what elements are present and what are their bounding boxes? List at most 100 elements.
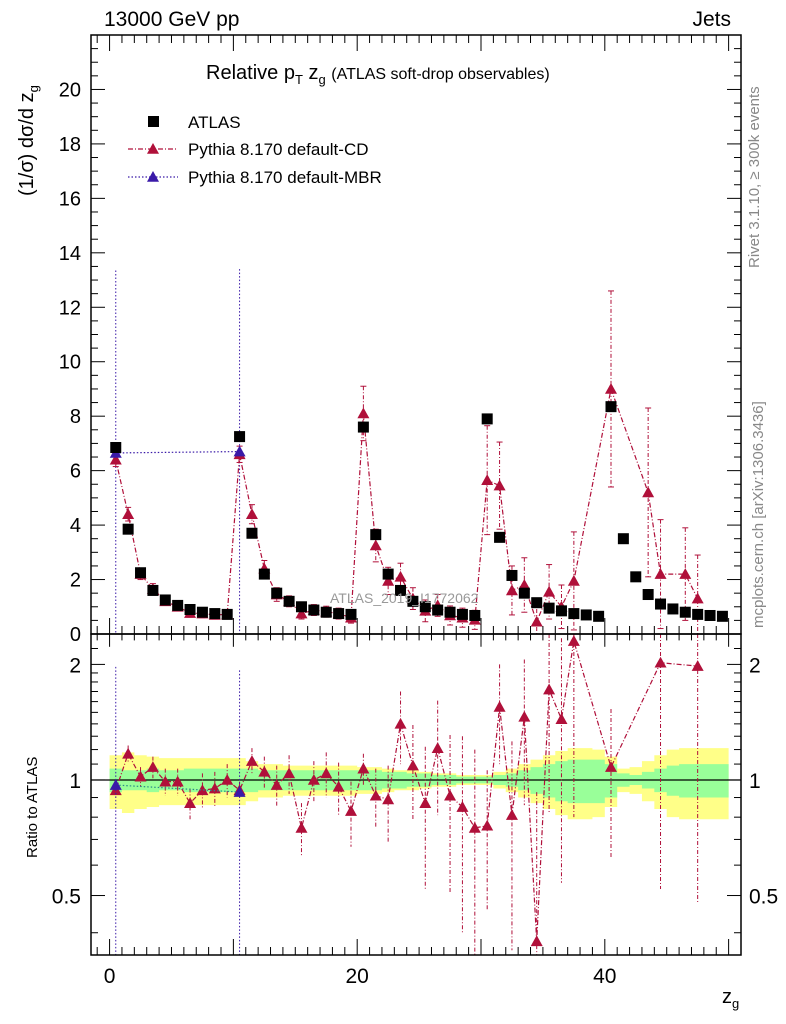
cd-ratio-marker (691, 660, 704, 671)
cd-ratio-marker (654, 656, 667, 668)
cd-ratio-marker (122, 747, 135, 759)
atlas-data-point (234, 431, 246, 443)
y-tick-label: 0 (70, 624, 81, 646)
atlas-data-point (308, 604, 320, 616)
y-label-sub: g (26, 85, 41, 93)
cd-ratio-marker (307, 773, 320, 785)
x-label-text: z (722, 986, 732, 1008)
cd-ratio-marker (196, 784, 209, 796)
atlas-data-point (704, 609, 716, 621)
x-axis-label: zg (722, 986, 739, 1011)
atlas-data-point (555, 605, 567, 617)
cd-ratio-marker (171, 775, 184, 787)
atlas-data-point (246, 527, 258, 539)
cd-ratio-marker (258, 765, 271, 777)
atlas-data-point (357, 421, 369, 433)
cd-ratio-marker (493, 700, 506, 712)
cd-marker (543, 585, 556, 597)
atlas-data-point (122, 523, 134, 535)
cd-ratio-marker (543, 683, 556, 695)
atlas-data-point (655, 598, 667, 610)
title-rest: (ATLAS soft-drop observables) (331, 66, 550, 83)
y-tick-label: 4 (70, 515, 81, 537)
cd-ratio-marker (146, 761, 159, 772)
cd-marker (394, 570, 407, 582)
cd-ratio-marker (382, 793, 395, 805)
cd-ratio-marker (295, 821, 308, 833)
ratio-tick-label-right: 0.5 (749, 886, 778, 909)
cd-marker (109, 453, 122, 465)
atlas-data-point (110, 441, 122, 453)
cd-marker (654, 568, 667, 579)
atlas-data-point (209, 608, 221, 620)
title-var-sub: g (318, 72, 326, 87)
cd-ratio-marker (406, 759, 419, 771)
legend-entry-mbr: Pythia 8.170 default-MBR (188, 168, 382, 187)
mbr-ratio-marker (233, 786, 246, 797)
atlas-data-point (568, 608, 580, 620)
atlas-data-point (221, 608, 233, 620)
ratio-plot-layer (91, 634, 741, 955)
atlas-data-point (605, 401, 617, 413)
ratio-tick-label: 1 (69, 770, 81, 793)
cd-ratio-marker (394, 717, 407, 729)
y-tick-label: 2 (70, 570, 81, 592)
atlas-data-point (580, 609, 592, 621)
atlas-data-point (196, 606, 208, 618)
title-sub: T (294, 72, 303, 87)
atlas-data-point (667, 603, 679, 615)
legend-marker-mbr (147, 171, 159, 182)
atlas-data-point (432, 604, 444, 616)
atlas-data-point (395, 584, 407, 596)
y-tick-label: 8 (70, 406, 81, 428)
cd-ratio-marker (505, 809, 518, 820)
y-axis-label-ratio: Ratio to ATLAS (24, 756, 41, 858)
cd-ratio-marker (530, 935, 543, 947)
cd-ratio-marker (555, 713, 568, 724)
ratio-plot-frame (90, 633, 742, 956)
y-tick-label: 10 (59, 352, 81, 374)
atlas-data-point (506, 569, 518, 581)
x-tick-label: 40 (593, 965, 616, 988)
y-tick-label: 16 (59, 188, 81, 210)
cd-ratio-marker (518, 710, 531, 722)
atlas-data-point (617, 533, 629, 545)
cd-ratio-marker (468, 821, 481, 833)
cd-ratio-marker (605, 761, 617, 772)
y-tick-label: 14 (59, 243, 81, 265)
atlas-data-point (382, 568, 394, 580)
atlas-data-point (494, 531, 506, 543)
cd-ratio-marker (134, 770, 147, 782)
cd-ratio-marker (332, 780, 345, 792)
x-tick-label: 20 (346, 965, 369, 988)
cd-ratio-marker (159, 775, 172, 787)
cd-marker (382, 574, 395, 586)
cd-ratio-marker (345, 805, 357, 816)
atlas-data-point (716, 610, 728, 622)
atlas-data-point (407, 595, 419, 607)
atlas-data-point (419, 601, 431, 613)
atlas-data-point (172, 599, 184, 611)
atlas-data-point (295, 601, 307, 613)
x-label-sub: g (732, 996, 740, 1011)
atlas-data-point (320, 606, 332, 618)
analysis-watermark: ATLAS_2019_I1772062 (330, 590, 479, 606)
y-tick-label: 18 (59, 134, 81, 156)
cd-line (115, 386, 699, 624)
title-main: Relative p (206, 62, 295, 84)
cd-marker (518, 578, 531, 590)
cd-marker (642, 486, 655, 498)
title-var: z (308, 62, 319, 84)
cd-marker (122, 508, 135, 519)
cd-ratio-marker (567, 635, 580, 646)
ratio-tick-label: 2 (69, 654, 81, 677)
cd-ratio-marker (369, 789, 382, 801)
atlas-data-point (543, 602, 555, 614)
cd-marker (493, 479, 506, 491)
cd-marker (481, 474, 494, 485)
cd-ratio-marker (481, 819, 494, 831)
cd-ratio-marker (444, 789, 457, 801)
atlas-data-point (184, 603, 196, 615)
